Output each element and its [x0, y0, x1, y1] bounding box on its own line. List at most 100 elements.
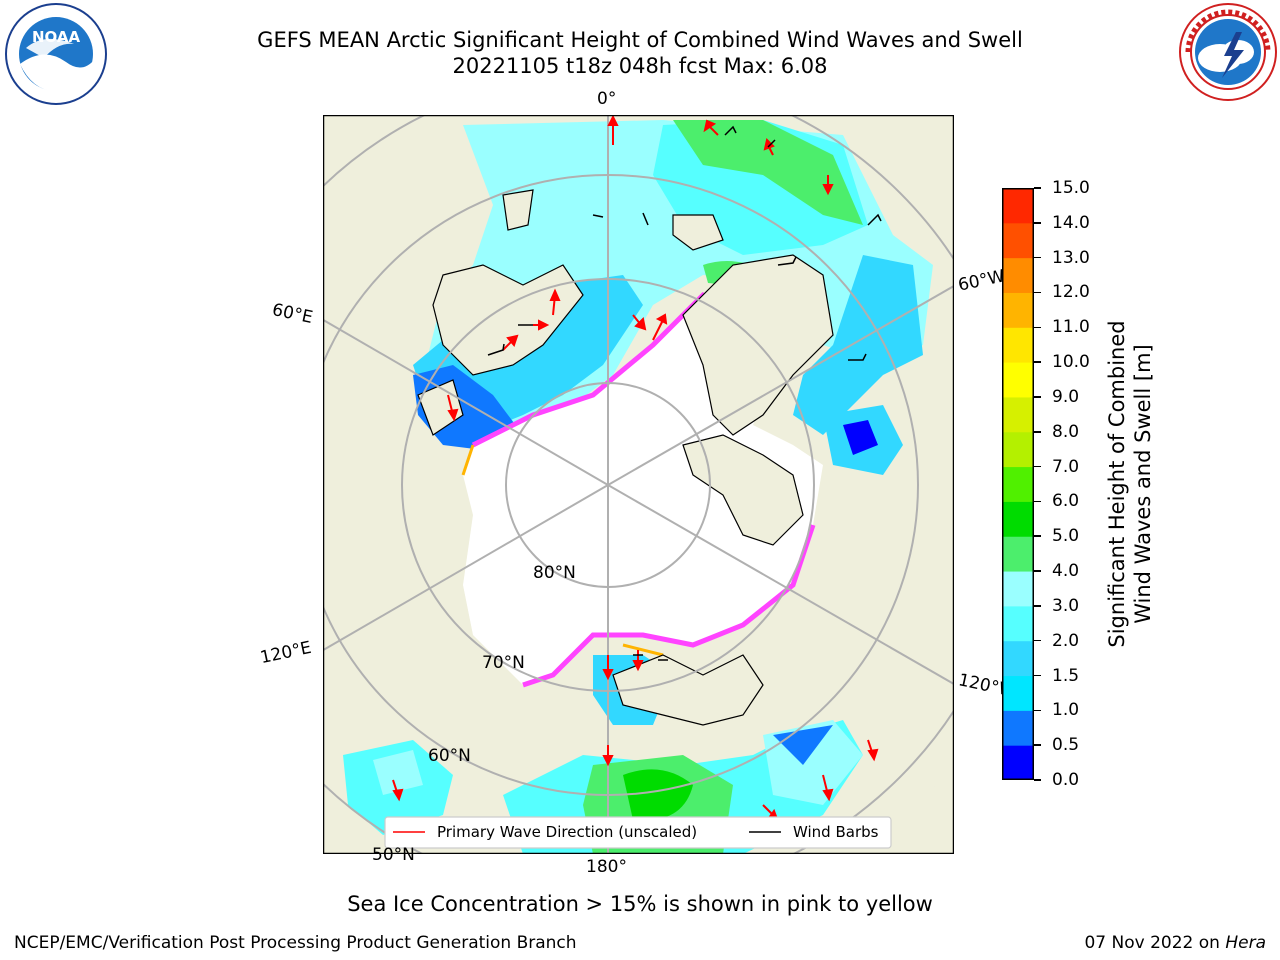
wind-barbs [487, 125, 882, 661]
colorbar-tick-label: 3.0 [1052, 595, 1080, 616]
lat-label-60: 60°N [428, 746, 471, 766]
noaa-logo-text: NOAA [32, 28, 81, 46]
colorbar-tick-mark [1034, 639, 1041, 642]
wind-barb [724, 125, 737, 136]
wind-barb [642, 212, 649, 226]
canadian-archipelago-land [682, 434, 804, 546]
colorbar-band [1002, 710, 1034, 746]
colorbar-tick-mark [1034, 256, 1041, 259]
title-line-1: GEFS MEAN Arctic Significant Height of C… [257, 28, 1023, 52]
colorbar-tick-label: 12.0 [1052, 282, 1090, 303]
colorbar-tick-mark [1034, 187, 1041, 189]
colorbar-tick-mark [1034, 291, 1041, 294]
wave-arrow [652, 319, 664, 341]
scandinavia-land [432, 264, 584, 376]
colorbar-label-line1: Significant Height of Combined [1105, 320, 1129, 648]
colorbar-tick-label: 9.0 [1052, 386, 1080, 407]
colorbar-tick-mark [1034, 779, 1041, 781]
colorbar-band [1002, 640, 1034, 677]
colorbar-tick-label: 14.0 [1052, 212, 1090, 233]
colorbar-tick-label: 5.0 [1052, 526, 1080, 547]
colorbar-tick-label: 0.5 [1052, 735, 1080, 756]
arctic-wave-map: Primary Wave Direction (unscaled) Wind B… [323, 115, 954, 854]
colorbar-tick-label: 11.0 [1052, 317, 1090, 338]
lon-label-60w: 60°W [956, 266, 1007, 296]
colorbar-tick-mark [1034, 222, 1041, 224]
wind-barb [592, 214, 604, 218]
colorbar-tick-mark [1034, 570, 1041, 572]
lon-label-180: 180° [586, 857, 627, 877]
colorbar-frame [1002, 188, 1034, 780]
iceland-land [502, 189, 534, 231]
wind-barb [777, 256, 797, 266]
colorbar-tick-label: 0.0 [1052, 770, 1080, 790]
colorbar-tick-mark [1034, 605, 1041, 607]
colorbar-tick-mark [1034, 361, 1041, 363]
svalbard-land [672, 214, 724, 251]
colorbar-tick-mark [1034, 535, 1041, 537]
colorbar-tick-label: 8.0 [1052, 421, 1080, 442]
colorbar-band [1002, 257, 1034, 293]
nws-logo [1179, 3, 1277, 101]
colorbar-tick-mark [1034, 326, 1041, 329]
map-frame [323, 115, 954, 854]
footer-host: Hera [1225, 933, 1266, 953]
wind-barb [767, 139, 776, 148]
title-line-2: 20221105 t18z 048h fcst Max: 6.08 [452, 54, 828, 78]
colorbar-band [1002, 605, 1034, 642]
colorbar-tick-label: 4.0 [1052, 561, 1080, 582]
colorbar-tick-mark [1034, 744, 1041, 746]
noaa-logo: NOAA [5, 3, 107, 105]
wind-barb [867, 213, 882, 226]
colorbar-band [1002, 571, 1034, 607]
footer-left: NCEP/EMC/Verification Post Processing Pr… [14, 933, 577, 953]
colorbar-tick-mark [1034, 500, 1041, 503]
colorbar-tick-mark [1034, 709, 1041, 712]
colorbar-band [1002, 362, 1034, 398]
colorbar-band [1002, 675, 1034, 711]
footer-right: 07 Nov 2022 on Hera [1084, 933, 1266, 953]
colorbar-band [1002, 292, 1034, 328]
colorbar-band [1002, 501, 1034, 537]
wind-barb [848, 353, 867, 361]
colorbar-tick-mark [1034, 465, 1041, 468]
colorbar-tick-label: 2.0 [1052, 630, 1080, 651]
colorbar [1002, 188, 1034, 780]
colorbar-band [1002, 536, 1034, 572]
colorbar-tick-label: 15.0 [1052, 178, 1090, 198]
lat-label-70: 70°N [482, 653, 525, 673]
alaska-land [612, 654, 764, 726]
colorbar-tick-label: 1.0 [1052, 700, 1080, 721]
colorbar-tick-mark [1034, 674, 1041, 677]
colorbar-band [1002, 745, 1034, 780]
colorbar-band [1002, 466, 1034, 502]
wind-barb [487, 343, 505, 356]
footer-date: 07 Nov 2022 on [1084, 933, 1226, 953]
colorbar-tick-label: 10.0 [1052, 352, 1090, 373]
colorbar-band [1002, 396, 1034, 433]
colorbar-band [1002, 327, 1034, 363]
lon-label-0: 0° [597, 89, 617, 109]
colorbar-band [1002, 188, 1034, 224]
lat-label-80: 80°N [533, 563, 576, 583]
high-wave-zone-north [673, 120, 863, 225]
colorbar-tick-label: 7.0 [1052, 456, 1080, 477]
colorbar-band [1002, 431, 1034, 468]
legend-wind-barbs-label: Wind Barbs [793, 823, 879, 841]
colorbar-tick-label: 1.5 [1052, 665, 1080, 686]
map-legend: Primary Wave Direction (unscaled) Wind B… [384, 816, 892, 849]
colorbar-label: Significant Height of Combined Wind Wave… [1104, 184, 1156, 784]
primary-wave-arrows [392, 115, 879, 821]
colorbar-label-line2: Wind Waves and Swell [m] [1131, 344, 1155, 624]
legend-primary-wave-label: Primary Wave Direction (unscaled) [437, 823, 697, 841]
lon-label-120e: 120°E [258, 637, 314, 669]
lon-label-60e: 60°E [270, 299, 315, 329]
labrador-sea-waves [793, 255, 923, 435]
colorbar-band [1002, 222, 1034, 259]
colorbar-tick-label: 13.0 [1052, 247, 1090, 268]
colorbar-tick-mark [1034, 431, 1041, 433]
sea-ice-note: Sea Ice Concentration > 15% is shown in … [347, 892, 933, 916]
colorbar-tick-label: 6.0 [1052, 491, 1080, 512]
colorbar-tick-mark [1034, 396, 1041, 398]
lat-label-50: 50°N [372, 845, 415, 865]
